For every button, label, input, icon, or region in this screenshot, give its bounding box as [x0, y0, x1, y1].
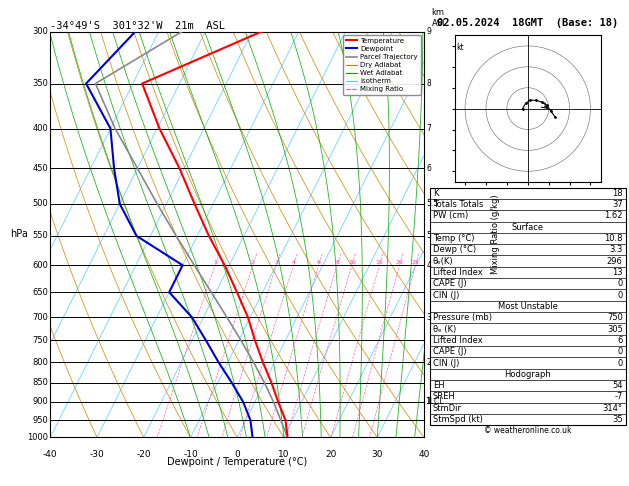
- Text: 5: 5: [426, 231, 431, 241]
- Text: 10: 10: [348, 260, 355, 265]
- Text: 350: 350: [32, 79, 48, 88]
- Text: 0: 0: [618, 347, 623, 356]
- Text: 35: 35: [612, 415, 623, 424]
- Text: 4: 4: [291, 260, 296, 265]
- Text: 1.62: 1.62: [604, 211, 623, 220]
- Text: 0: 0: [234, 450, 240, 459]
- Text: 1: 1: [213, 260, 217, 265]
- Text: 02.05.2024  18GMT  (Base: 18): 02.05.2024 18GMT (Base: 18): [437, 17, 618, 28]
- Text: 1: 1: [426, 398, 431, 406]
- Text: 300: 300: [32, 27, 48, 36]
- Text: 1000: 1000: [27, 433, 48, 442]
- Text: -40: -40: [43, 450, 58, 459]
- Text: 25: 25: [411, 260, 420, 265]
- Text: 6: 6: [617, 336, 623, 345]
- Text: CAPE (J): CAPE (J): [433, 347, 467, 356]
- Legend: Temperature, Dewpoint, Parcel Trajectory, Dry Adiabat, Wet Adiabat, Isotherm, Mi: Temperature, Dewpoint, Parcel Trajectory…: [343, 35, 421, 95]
- Text: CIN (J): CIN (J): [433, 291, 459, 299]
- Text: CAPE (J): CAPE (J): [433, 279, 467, 288]
- Text: kt: kt: [457, 43, 464, 52]
- Text: hPa: hPa: [10, 229, 28, 240]
- Text: 8: 8: [426, 79, 431, 88]
- Text: 900: 900: [32, 398, 48, 406]
- Text: © weatheronline.co.uk: © weatheronline.co.uk: [484, 426, 572, 435]
- Text: 10: 10: [278, 450, 289, 459]
- Text: StmDir: StmDir: [433, 404, 462, 413]
- Text: -20: -20: [136, 450, 151, 459]
- Text: Totals Totals: Totals Totals: [433, 200, 483, 209]
- Text: 700: 700: [32, 312, 48, 322]
- Text: 10.8: 10.8: [604, 234, 623, 243]
- Text: 5.5: 5.5: [426, 199, 438, 208]
- Text: 15: 15: [376, 260, 383, 265]
- Text: 750: 750: [607, 313, 623, 322]
- Text: 2: 2: [251, 260, 255, 265]
- Text: 20: 20: [396, 260, 403, 265]
- Text: 650: 650: [32, 288, 48, 296]
- Text: StmSpd (kt): StmSpd (kt): [433, 415, 482, 424]
- Text: 37: 37: [612, 200, 623, 209]
- X-axis label: Dewpoint / Temperature (°C): Dewpoint / Temperature (°C): [167, 457, 308, 467]
- Text: PW (cm): PW (cm): [433, 211, 468, 220]
- Text: Dewp (°C): Dewp (°C): [433, 245, 476, 254]
- Text: Temp (°C): Temp (°C): [433, 234, 474, 243]
- Text: 1LCL: 1LCL: [425, 398, 444, 406]
- Text: Lifted Index: Lifted Index: [433, 336, 482, 345]
- Text: -34°49'S  301°32'W  21m  ASL: -34°49'S 301°32'W 21m ASL: [50, 21, 225, 31]
- Text: Lifted Index: Lifted Index: [433, 268, 482, 277]
- Text: 750: 750: [32, 336, 48, 345]
- Text: 18: 18: [612, 189, 623, 198]
- Text: 9: 9: [426, 27, 431, 36]
- Text: EH: EH: [433, 381, 445, 390]
- Text: Hodograph: Hodograph: [504, 370, 551, 379]
- Text: 2: 2: [426, 358, 431, 367]
- Text: 0: 0: [618, 359, 623, 367]
- Text: 800: 800: [32, 358, 48, 367]
- Text: Surface: Surface: [512, 223, 544, 232]
- Text: 950: 950: [32, 416, 48, 425]
- Text: 7: 7: [426, 124, 431, 133]
- Text: 4: 4: [426, 260, 431, 270]
- Text: 600: 600: [32, 260, 48, 270]
- Text: θₑ (K): θₑ (K): [433, 325, 456, 333]
- Text: 0: 0: [618, 291, 623, 299]
- Text: θₑ(K): θₑ(K): [433, 257, 454, 266]
- Text: 8: 8: [335, 260, 339, 265]
- Text: 3: 3: [274, 260, 278, 265]
- Text: 40: 40: [418, 450, 430, 459]
- Text: Pressure (mb): Pressure (mb): [433, 313, 492, 322]
- Text: 0: 0: [618, 279, 623, 288]
- Text: km
ASL: km ASL: [431, 8, 447, 28]
- Text: K: K: [433, 189, 438, 198]
- Text: 3.3: 3.3: [610, 245, 623, 254]
- Text: Most Unstable: Most Unstable: [498, 302, 558, 311]
- Text: -7: -7: [615, 393, 623, 401]
- Text: 6: 6: [426, 164, 431, 173]
- Text: 850: 850: [32, 378, 48, 387]
- Text: 6: 6: [316, 260, 321, 265]
- Text: 450: 450: [32, 164, 48, 173]
- Text: 54: 54: [612, 381, 623, 390]
- Text: -10: -10: [183, 450, 198, 459]
- Text: Mixing Ratio (g/kg): Mixing Ratio (g/kg): [491, 195, 500, 274]
- Text: 305: 305: [607, 325, 623, 333]
- Text: -30: -30: [90, 450, 104, 459]
- Text: SREH: SREH: [433, 393, 455, 401]
- Text: 20: 20: [325, 450, 337, 459]
- Text: 3: 3: [426, 312, 431, 322]
- Text: 13: 13: [612, 268, 623, 277]
- Text: CIN (J): CIN (J): [433, 359, 459, 367]
- Text: 314°: 314°: [603, 404, 623, 413]
- Text: 400: 400: [32, 124, 48, 133]
- Text: 30: 30: [372, 450, 383, 459]
- Text: 550: 550: [32, 231, 48, 241]
- Text: 500: 500: [32, 199, 48, 208]
- Text: 296: 296: [607, 257, 623, 266]
